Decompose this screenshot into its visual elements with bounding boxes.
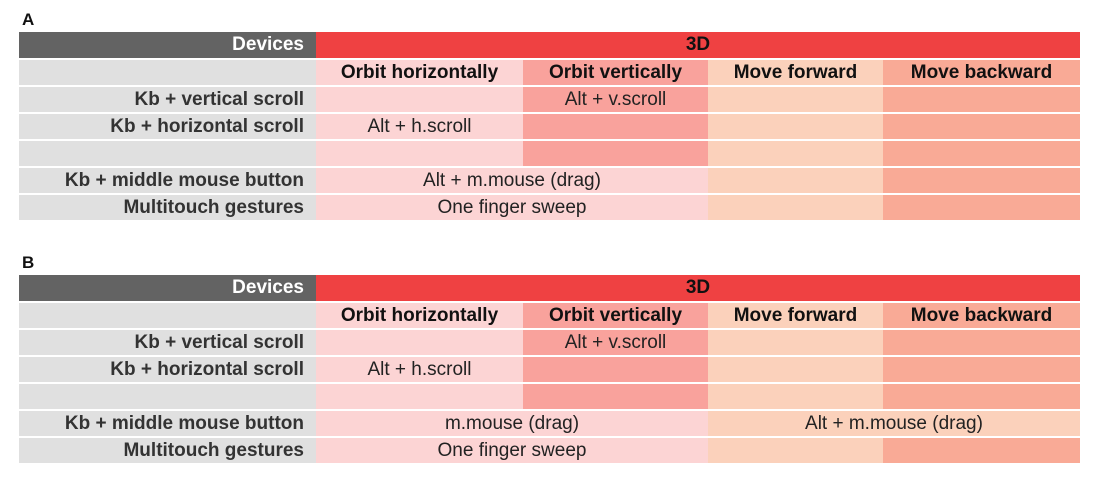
- table-cell: Alt + h.scroll: [316, 357, 523, 382]
- table-cell: [708, 438, 883, 463]
- table-cell: [708, 330, 883, 355]
- column-header-orbit-vertically: Orbit vertically: [523, 60, 708, 85]
- column-header-move-backward: Move backward: [883, 60, 1080, 85]
- table-cell: [883, 141, 1080, 166]
- row-header-kb-middle-mouse: Kb + middle mouse button: [19, 411, 316, 436]
- devices-header: Devices: [19, 275, 316, 301]
- table-cell: [523, 357, 708, 382]
- table-cell: [708, 195, 883, 220]
- table-cell: [708, 384, 883, 409]
- table-cell: Alt + h.scroll: [316, 114, 523, 139]
- empty-row-header: [19, 303, 316, 328]
- table-cell: [523, 114, 708, 139]
- row-header-kb-horizontal-scroll: Kb + horizontal scroll: [19, 357, 316, 382]
- merged-cell-orbit: One finger sweep: [316, 195, 708, 220]
- table-cell: [883, 114, 1080, 139]
- row-header-kb-middle-mouse: Kb + middle mouse button: [19, 168, 316, 193]
- mapping-table-b: Devices 3D Orbit horizontally Orbit vert…: [19, 275, 1080, 463]
- mapping-table-a: Devices 3D Orbit horizontally Orbit vert…: [19, 32, 1080, 220]
- table-cell: [883, 330, 1080, 355]
- panel-label-b: B: [22, 253, 35, 272]
- table-cell: [708, 141, 883, 166]
- mode-header-3d: 3D: [316, 275, 1080, 301]
- table-cell: [316, 141, 523, 166]
- table-cell: [883, 195, 1080, 220]
- row-header-kb-horizontal-scroll: Kb + horizontal scroll: [19, 114, 316, 139]
- column-header-move-forward: Move forward: [708, 60, 883, 85]
- row-header-multitouch: Multitouch gestures: [19, 438, 316, 463]
- row-header-empty: [19, 141, 316, 166]
- column-header-orbit-horizontally: Orbit horizontally: [316, 60, 523, 85]
- table-cell: [883, 438, 1080, 463]
- row-header-empty: [19, 384, 316, 409]
- panel-label-a: A: [22, 10, 35, 29]
- table-cell: [708, 114, 883, 139]
- table-cell: [708, 168, 883, 193]
- row-header-kb-vertical-scroll: Kb + vertical scroll: [19, 87, 316, 112]
- table-cell: [708, 357, 883, 382]
- table-cell: [708, 87, 883, 112]
- table-cell: [883, 384, 1080, 409]
- mode-header-3d: 3D: [316, 32, 1080, 58]
- row-header-multitouch: Multitouch gestures: [19, 195, 316, 220]
- table-cell: [523, 141, 708, 166]
- column-header-move-backward: Move backward: [883, 303, 1080, 328]
- merged-cell-orbit: One finger sweep: [316, 438, 708, 463]
- table-cell: [316, 87, 523, 112]
- table-cell: Alt + v.scroll: [523, 87, 708, 112]
- column-header-move-forward: Move forward: [708, 303, 883, 328]
- table-cell: [316, 384, 523, 409]
- devices-header: Devices: [19, 32, 316, 58]
- column-header-orbit-horizontally: Orbit horizontally: [316, 303, 523, 328]
- merged-cell-orbit: Alt + m.mouse (drag): [316, 168, 708, 193]
- table-cell: Alt + v.scroll: [523, 330, 708, 355]
- table-cell: [316, 330, 523, 355]
- merged-cell-move: Alt + m.mouse (drag): [708, 411, 1080, 436]
- empty-row-header: [19, 60, 316, 85]
- table-cell: [883, 357, 1080, 382]
- row-header-kb-vertical-scroll: Kb + vertical scroll: [19, 330, 316, 355]
- table-cell: [883, 168, 1080, 193]
- column-header-orbit-vertically: Orbit vertically: [523, 303, 708, 328]
- table-cell: [523, 384, 708, 409]
- table-cell: [883, 87, 1080, 112]
- merged-cell-orbit: m.mouse (drag): [316, 411, 708, 436]
